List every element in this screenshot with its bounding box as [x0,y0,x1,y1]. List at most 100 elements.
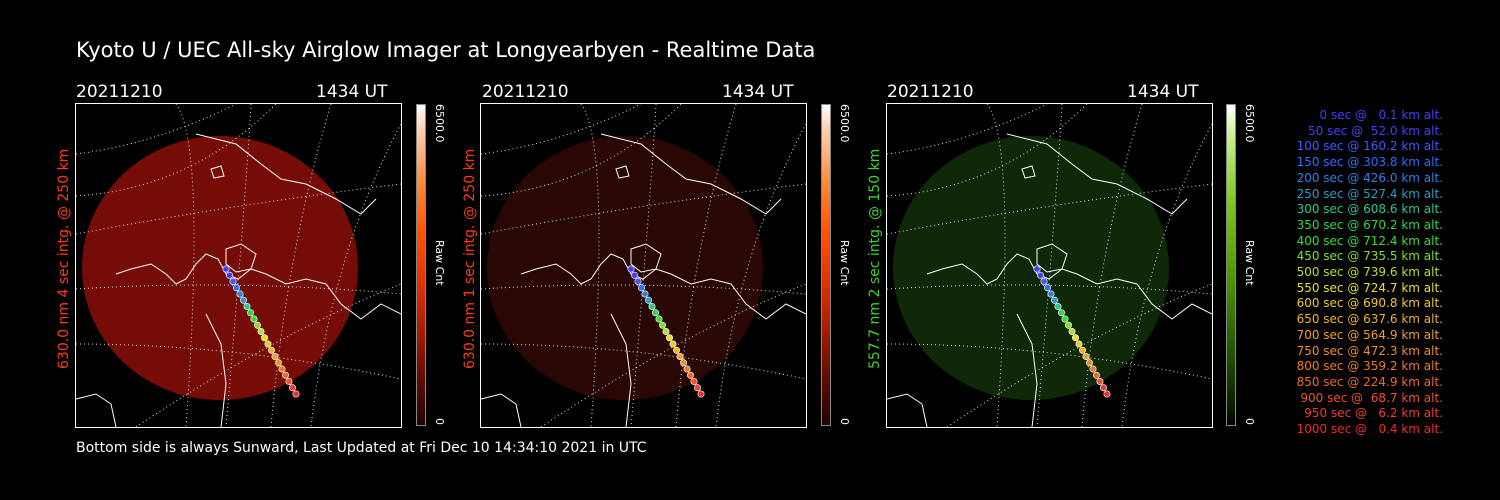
legend-entry: 600 sec @ 690.8 km alt. [1296,296,1443,311]
coastline [76,393,117,427]
legend-entry: 700 sec @ 564.9 km alt. [1296,327,1443,342]
panel-2-side-label: 630.0 nm 1 sec intg. @ 250 km [462,148,478,369]
panel-1-trajectory [222,265,300,398]
grid-meridian [175,104,195,427]
trajectory-point [1058,309,1066,317]
trajectory-point [648,303,656,311]
grid-circle [76,104,277,197]
legend-entry: 500 sec @ 739.6 km alt. [1296,265,1443,279]
trajectory-point [236,290,244,298]
legend-entry: 100 sec @ 160.2 km alt. [1296,139,1443,154]
legend-entry: 400 sec @ 712.4 km alt. [1296,233,1443,248]
grid-meridian [675,104,737,427]
grid-meridian [715,123,806,427]
trajectory-point [268,346,276,354]
panel-3-colorbar-unit: Raw Cnt [1243,240,1256,286]
trajectory-point [1100,384,1108,392]
coastline [205,313,227,427]
trajectory-point [680,359,688,367]
panel-2-sky-map [480,103,807,428]
panel-3-colorbar-max: 6500.0 [1243,104,1256,143]
trajectory-point [226,271,234,279]
coastline [600,133,782,215]
trajectory-point [261,334,269,342]
panel-3-airglow-disc [893,136,1169,400]
legend-entry: 950 sec @ 6.2 km alt. [1304,406,1443,421]
panel-2-date: 20211210 [482,82,569,102]
panel-2-colorbar-max: 6500.0 [838,104,851,143]
panel-3-time: 1434 UT [1127,82,1199,102]
trajectory-point [1093,371,1101,379]
panel-3-colorbar [1226,104,1236,426]
panel-1-side-label: 630.0 nm 4 sec intg. @ 250 km [56,148,72,369]
trajectory-point [285,377,293,385]
coastline [887,393,928,427]
trajectory-point [278,365,286,373]
trajectory-point [662,328,670,336]
legend-entry: 850 sec @ 224.9 km alt. [1296,374,1443,389]
island-outline [210,165,225,179]
island-outline [1036,243,1068,273]
panel-2-colorbar [821,104,831,426]
footer-note: Bottom side is always Sunward, Last Upda… [76,440,647,456]
island-outline [615,165,630,179]
grid-meridian [1121,123,1212,427]
trajectory-point [1079,346,1087,354]
trajectory-point [1068,328,1076,336]
panel-1-colorbar [416,104,426,426]
trajectory-point [1065,321,1073,329]
panel-1-colorbar-max: 6500.0 [433,104,446,143]
panel-3-map-svg [887,104,1212,427]
trajectory-point [1082,353,1090,361]
legend-entry: 350 sec @ 670.2 km alt. [1296,217,1443,232]
grid-circle [887,104,1088,197]
legend-entry: 150 sec @ 303.8 km alt. [1296,155,1443,170]
panel-3-trajectory [1033,265,1111,398]
trajectory-point [1044,284,1052,292]
trajectory-point [666,334,674,342]
panel-2-time: 1434 UT [722,82,794,102]
legend-entry: 300 sec @ 608.6 km alt. [1296,202,1443,217]
panel-1-sky-map [75,103,402,428]
grid-meridian [1081,104,1143,427]
grid-meridian [310,123,401,427]
panel-3-colorbar-min: 0 [1243,418,1256,425]
trajectory-point [1051,296,1059,304]
panel-1-date: 20211210 [76,82,163,102]
trajectory-point [631,271,639,279]
panel-2-map-svg [481,104,806,427]
page-title: Kyoto U / UEC All-sky Airglow Imager at … [76,38,816,62]
panel-1-airglow-disc [82,136,358,400]
panel-3-date: 20211210 [887,82,974,102]
trajectory-point [247,309,255,317]
grid-meridian [270,104,332,427]
trajectory-point [1075,340,1083,348]
trajectory-point [1033,265,1041,273]
trajectory-point [638,284,646,292]
panel-3-sky-map [886,103,1213,428]
trajectory-point [271,353,279,361]
legend-entry: 0 sec @ 0.1 km alt. [1319,108,1444,122]
island-outline [225,243,257,273]
trajectory-point [282,371,290,379]
trajectory-point [289,384,297,392]
panel-1-time: 1434 UT [316,82,388,102]
trajectory-point [1072,334,1080,342]
trajectory-point [694,384,702,392]
trajectory-point [1040,278,1048,286]
trajectory-point [1103,390,1111,398]
trajectory-point [1096,377,1104,385]
legend-entry: 550 sec @ 724.7 km alt. [1296,280,1443,295]
trajectory-point [659,321,667,329]
coastline [1006,133,1188,215]
coastline [195,133,377,215]
trajectory-point [641,290,649,298]
trajectory-point [250,315,258,323]
trajectory-point [683,365,691,373]
trajectory-point [243,303,251,311]
trajectory-point [690,377,698,385]
trajectory-point [1086,359,1094,367]
trajectory-point [669,340,677,348]
island-outline [630,243,662,273]
panel-2-airglow-disc [487,136,763,400]
